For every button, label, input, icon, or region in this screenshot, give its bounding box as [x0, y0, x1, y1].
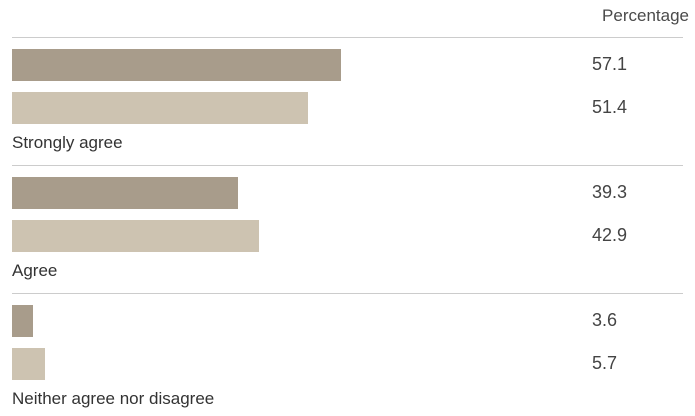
category-label: Agree — [12, 261, 58, 280]
value-label: 39.3 — [592, 182, 628, 202]
bar-light — [12, 92, 308, 124]
category-label: Neither agree nor disagree — [12, 389, 215, 408]
value-label: 3.6 — [592, 310, 618, 330]
group-divider — [12, 37, 683, 38]
value-label: 57.1 — [592, 54, 628, 74]
group-divider — [12, 293, 683, 294]
value-label: 51.4 — [592, 97, 628, 117]
category-label: Strongly agree — [12, 133, 123, 152]
bar-light — [12, 220, 259, 252]
bar-dark — [12, 49, 341, 81]
bar-dark — [12, 305, 33, 337]
bar-light — [12, 348, 45, 380]
bar-dark — [12, 177, 238, 209]
value-label: 42.9 — [592, 225, 628, 245]
group-divider — [12, 165, 683, 166]
value-label: 5.7 — [592, 353, 618, 373]
column-header: Percentage — [602, 6, 689, 25]
